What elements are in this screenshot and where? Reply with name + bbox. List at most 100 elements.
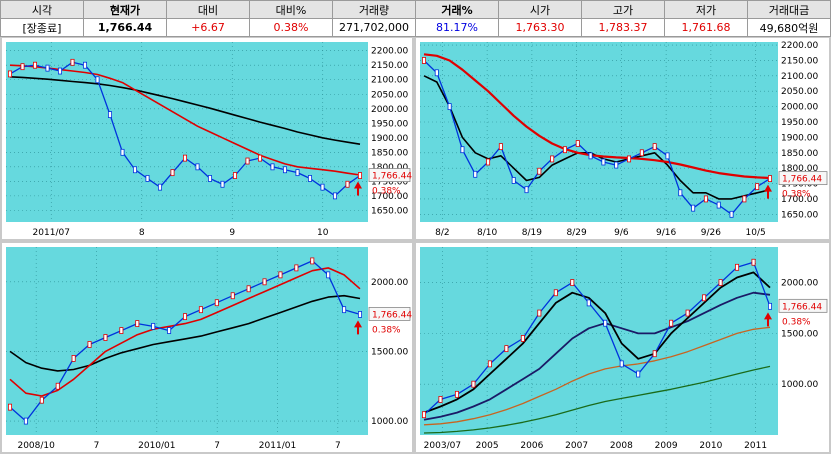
candle — [58, 67, 63, 75]
x-tick-label: 7 — [335, 441, 341, 451]
candle — [751, 258, 756, 266]
ma-line-1 — [9, 267, 361, 397]
x-tick-label: 10/5 — [746, 228, 766, 238]
quote-value-cell: [장종료] — [0, 18, 84, 37]
candle — [167, 327, 172, 334]
y-tick-label: 1850.00 — [371, 148, 408, 158]
quote-table: 시각 현재가 대비 대비% 거래량 거래% 시가 고가 저가 거래대금 [장종료… — [0, 0, 831, 37]
candle — [345, 180, 350, 188]
candle — [716, 201, 721, 209]
chart-panel-top-right[interactable]: 2200.00 2150.00 2100.00 2050.00 2000.00 1950.… — [416, 38, 829, 239]
up-arrow-icon — [354, 320, 362, 335]
ma-line-2 — [423, 291, 771, 421]
up-arrow-icon — [764, 312, 772, 327]
candle — [8, 70, 13, 78]
y-tick-label: 2150.00 — [781, 56, 818, 66]
quote-value-cell: 81.17% — [415, 18, 499, 37]
candle — [20, 63, 25, 71]
candle — [151, 322, 156, 330]
candle — [718, 279, 723, 286]
candle — [357, 172, 362, 179]
candle — [230, 292, 235, 300]
x-tick-label: 2009 — [655, 441, 678, 451]
candle — [422, 57, 427, 64]
candle — [108, 111, 113, 118]
x-tick-label: 8/2 — [435, 228, 449, 238]
y-tick-label: 2050.00 — [371, 90, 408, 100]
quote-value-cell: 0.38% — [249, 18, 333, 37]
candle — [71, 355, 76, 362]
x-tick-label: 2010 — [699, 441, 722, 451]
candle — [553, 289, 558, 297]
x-tick-label: 2006 — [520, 441, 543, 451]
candle — [310, 257, 315, 265]
candle — [562, 146, 567, 154]
y-tick-label: 1900.00 — [371, 134, 408, 144]
chart-panel-bottom-right[interactable]: 2000.00 1500.00 1000.00 2003/07 2005 2006 2007… — [416, 243, 829, 452]
candle — [132, 166, 137, 174]
candle — [294, 264, 299, 272]
candle — [669, 319, 674, 327]
candle — [103, 334, 108, 341]
last-price-label: 1,766.44 — [782, 302, 822, 312]
x-tick-label: 8/19 — [522, 228, 542, 238]
quote-value-cell: 1,763.30 — [498, 18, 582, 37]
y-tick-label: 2100.00 — [781, 72, 818, 82]
ma-line-2 — [9, 294, 361, 372]
chart-panel-top-left[interactable]: 2200.00 2150.00 2100.00 2050.00 2000.00 1950.… — [2, 38, 412, 239]
candle — [295, 169, 300, 177]
x-tick-label: 9 — [229, 228, 235, 238]
y-tick-label: 1700.00 — [371, 192, 408, 202]
price-box — [778, 298, 828, 313]
candle — [170, 169, 175, 177]
up-arrow-icon — [764, 184, 772, 199]
chart-svg: 2200.00 2150.00 2100.00 2050.00 2000.00 1950.… — [420, 41, 828, 238]
quote-header-cell: 거래% — [415, 0, 499, 19]
candle — [550, 155, 555, 163]
last-price-label: 1,766.44 — [782, 175, 822, 185]
candle — [332, 192, 337, 200]
candle — [182, 154, 187, 162]
quote-header-cell: 거래량 — [332, 0, 416, 19]
candle — [636, 370, 641, 378]
candle — [232, 172, 237, 179]
change-percent-label: 0.38% — [372, 187, 401, 197]
quote-value-row: [장종료] 1,766.44 +6.67 0.38% 271,702,000 8… — [0, 18, 831, 37]
candle — [39, 396, 44, 404]
candle — [685, 309, 690, 317]
candle — [282, 166, 287, 174]
up-arrow-icon — [354, 181, 362, 196]
candle — [619, 360, 624, 368]
y-tick-label: 1500.00 — [371, 347, 408, 357]
candle — [198, 306, 203, 314]
candle — [586, 299, 591, 307]
candle — [320, 183, 325, 191]
candle — [438, 396, 443, 403]
candle — [95, 76, 100, 84]
candle — [120, 148, 125, 156]
candle — [135, 320, 140, 327]
change-percent-label: 0.38% — [372, 325, 401, 335]
candle — [767, 302, 772, 310]
x-tick-label: 9/16 — [656, 228, 676, 238]
candle — [87, 341, 92, 348]
quote-header-row: 시각 현재가 대비 대비% 거래량 거래% 시가 고가 저가 거래대금 — [0, 0, 831, 19]
y-tick-label: 2000.00 — [781, 279, 818, 289]
x-tick-label: 8/29 — [567, 228, 587, 238]
y-tick-label: 2000.00 — [781, 103, 818, 113]
quote-value-cell: +6.67 — [166, 18, 250, 37]
ma-line-4 — [423, 365, 771, 434]
candle — [262, 278, 267, 286]
ma-line-2 — [9, 76, 361, 145]
candle — [520, 335, 525, 342]
x-tick-label: 2010/01 — [138, 441, 175, 451]
candle — [342, 306, 347, 314]
chart-svg: 2000.00 1500.00 1000.00 2003/07 2005 2006 2007… — [420, 247, 828, 451]
x-tick-label: 2011 — [744, 441, 767, 451]
chart-panel-bottom-left[interactable]: 2000.00 1500.00 1000.00 2008/10 7 2010/01 7 201… — [2, 243, 412, 452]
candle — [471, 380, 476, 388]
candle — [498, 143, 503, 151]
candle — [601, 158, 606, 166]
y-tick-label: 1850.00 — [781, 149, 818, 159]
candle — [447, 103, 452, 111]
